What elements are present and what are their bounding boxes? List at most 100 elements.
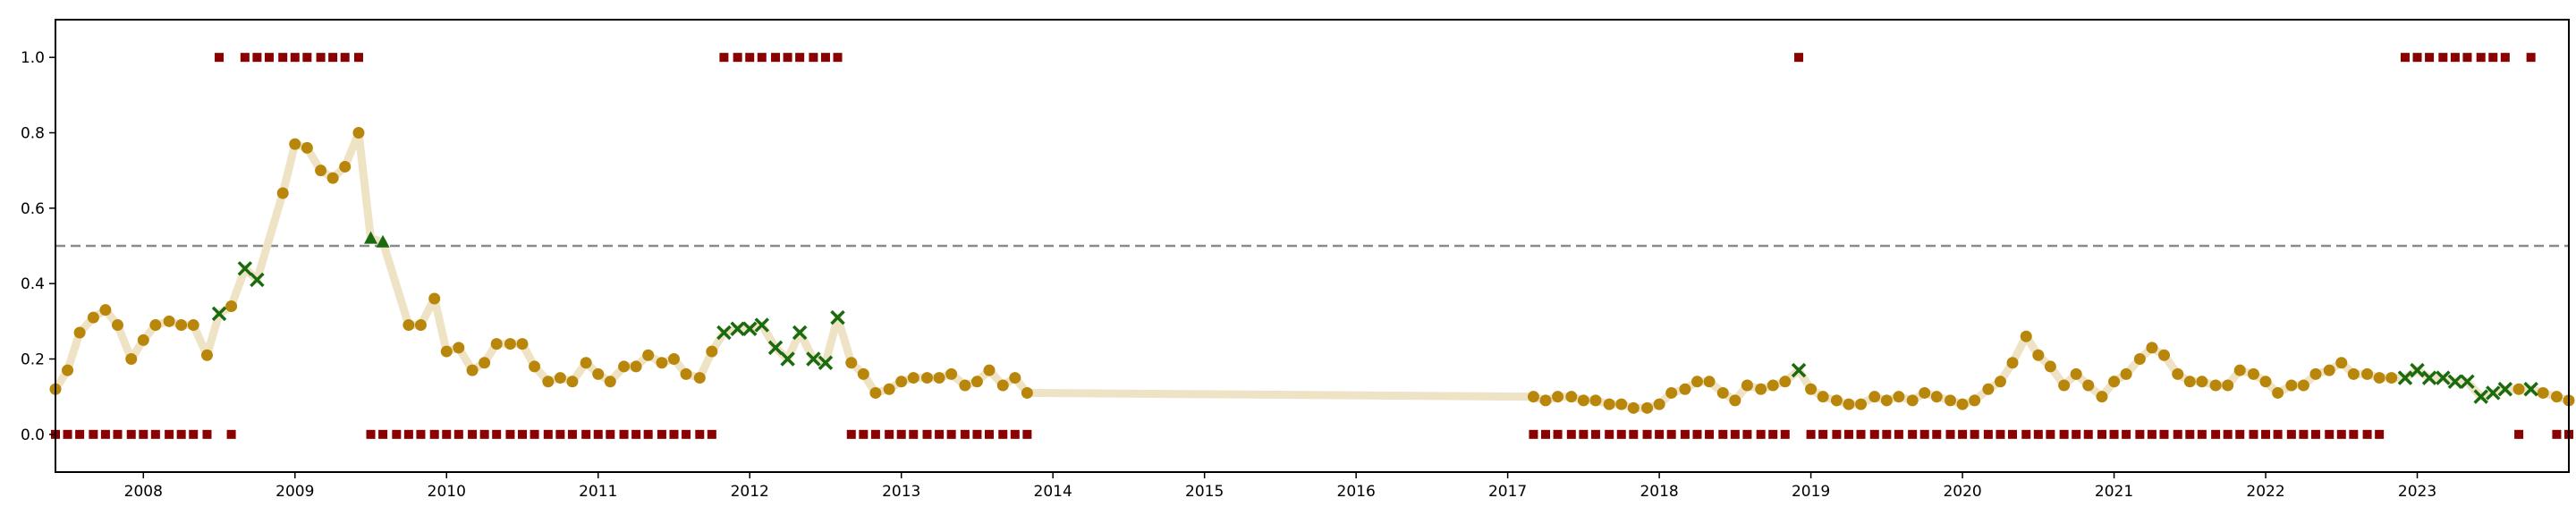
data-point xyxy=(1945,429,1955,439)
data-point xyxy=(909,429,919,439)
data-point xyxy=(504,338,516,350)
data-point xyxy=(276,187,289,199)
data-point xyxy=(806,351,821,367)
data-point xyxy=(1958,429,1968,439)
data-point xyxy=(2032,349,2045,361)
data-point xyxy=(2020,330,2032,342)
data-point xyxy=(518,429,528,439)
x-tick-label: 2021 xyxy=(2095,483,2133,501)
data-point xyxy=(2233,364,2246,376)
data-point xyxy=(1616,429,1626,439)
data-point xyxy=(2512,383,2525,395)
data-point xyxy=(795,53,805,63)
x-tick-label: 2018 xyxy=(1640,483,1678,501)
data-point xyxy=(1880,394,1893,407)
data-point xyxy=(175,319,188,332)
data-point xyxy=(2349,429,2359,439)
data-point xyxy=(2473,389,2488,404)
data-point xyxy=(226,429,236,439)
data-point xyxy=(1969,394,1981,407)
data-point xyxy=(1932,429,1942,439)
data-point xyxy=(2514,429,2524,439)
data-point xyxy=(2410,362,2425,378)
data-point xyxy=(2285,379,2298,392)
data-point xyxy=(1768,429,1778,439)
data-point xyxy=(680,367,692,380)
data-point xyxy=(1956,398,1969,410)
data-point xyxy=(695,429,705,439)
data-point xyxy=(1009,372,1021,384)
data-point xyxy=(2450,53,2460,63)
data-point xyxy=(2309,367,2322,380)
data-point xyxy=(707,429,716,439)
data-point xyxy=(1010,429,1020,439)
data-point xyxy=(62,364,74,376)
data-point xyxy=(2072,429,2081,439)
data-point xyxy=(1791,362,1807,378)
data-point xyxy=(366,429,376,439)
data-point xyxy=(468,429,478,439)
data-point xyxy=(1817,391,1829,403)
data-point xyxy=(516,338,529,350)
data-point xyxy=(414,319,427,332)
data-point xyxy=(960,429,970,439)
data-point xyxy=(402,319,415,332)
data-point xyxy=(2173,429,2182,439)
data-point xyxy=(1894,429,1903,439)
data-point xyxy=(1022,429,1032,439)
data-point xyxy=(2083,429,2093,439)
data-point xyxy=(1945,394,1957,407)
data-point xyxy=(73,326,86,339)
data-point xyxy=(89,429,98,439)
data-point xyxy=(1893,391,1905,403)
data-point xyxy=(163,315,175,327)
data-point xyxy=(2146,342,2158,354)
y-tick-label: 0.4 xyxy=(21,275,45,293)
data-point xyxy=(1539,394,1552,407)
data-point xyxy=(2552,429,2562,439)
data-point xyxy=(264,53,274,63)
data-point xyxy=(1919,386,1931,399)
data-point xyxy=(1716,386,1729,399)
data-point xyxy=(2500,53,2510,63)
data-point xyxy=(1730,429,1740,439)
data-point xyxy=(2361,367,2374,380)
data-point xyxy=(2523,381,2538,397)
data-point xyxy=(555,429,565,439)
data-point xyxy=(656,357,668,369)
data-point xyxy=(2147,429,2157,439)
data-point xyxy=(1692,429,1702,439)
data-point xyxy=(619,429,629,439)
data-point xyxy=(1982,383,1995,395)
x-tick-label: 2011 xyxy=(579,483,617,501)
data-point xyxy=(1579,429,1589,439)
data-point xyxy=(1605,429,1614,439)
data-point xyxy=(2222,379,2234,392)
data-point xyxy=(139,429,148,439)
data-point xyxy=(935,429,945,439)
data-point xyxy=(289,138,301,150)
data-point xyxy=(2460,374,2475,390)
data-point xyxy=(682,429,691,439)
data-point xyxy=(126,429,136,439)
data-point xyxy=(440,345,453,358)
data-point xyxy=(2021,429,2031,439)
data-point xyxy=(87,311,99,324)
data-point xyxy=(693,372,706,384)
data-point xyxy=(290,53,300,63)
data-point xyxy=(996,379,1009,392)
data-point xyxy=(895,376,908,388)
data-point xyxy=(2235,429,2245,439)
data-point xyxy=(2172,367,2184,380)
data-point xyxy=(2120,367,2132,380)
data-point xyxy=(2375,429,2385,439)
data-point xyxy=(149,319,162,332)
data-point xyxy=(972,429,982,439)
data-point xyxy=(998,429,1008,439)
data-point xyxy=(745,53,755,63)
data-point xyxy=(252,53,262,63)
data-point xyxy=(757,53,767,63)
data-point xyxy=(1553,429,1563,439)
data-point xyxy=(505,429,515,439)
